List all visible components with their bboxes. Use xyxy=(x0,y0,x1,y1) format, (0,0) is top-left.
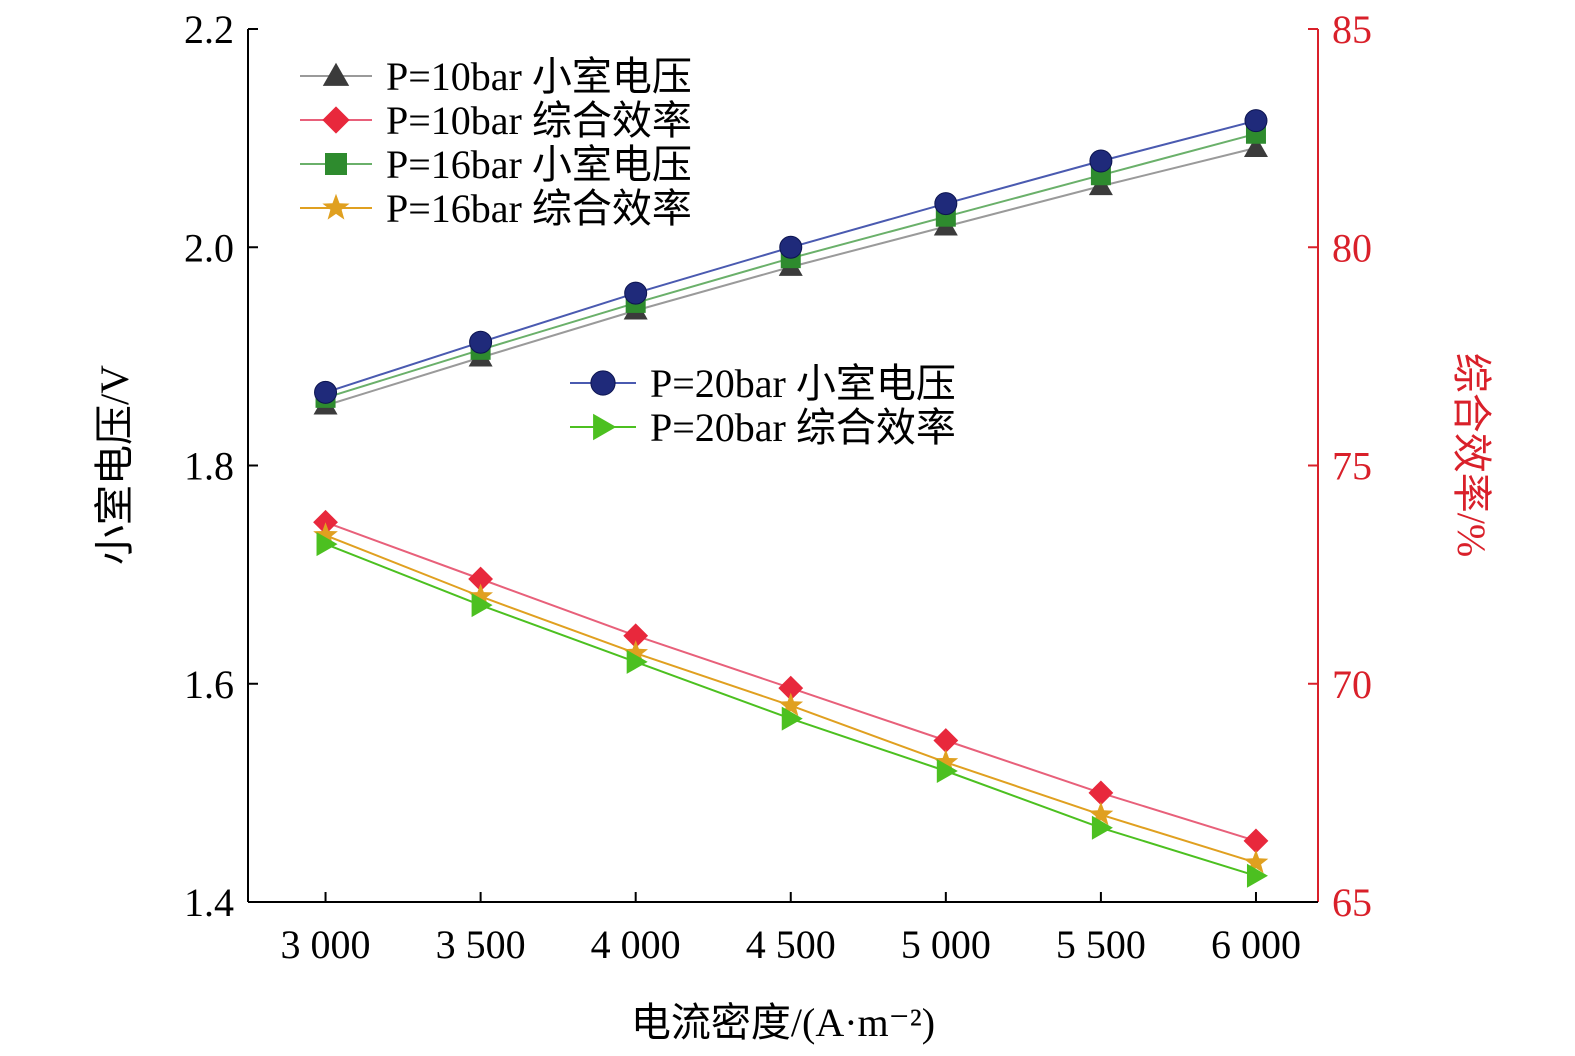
legend-marker xyxy=(322,106,350,134)
data-point xyxy=(468,583,493,607)
right-tick-label: 65 xyxy=(1332,880,1372,925)
x-tick-label: 6 000 xyxy=(1211,922,1301,967)
series-2 xyxy=(313,509,1269,854)
data-point xyxy=(778,675,804,701)
data-point xyxy=(934,192,958,216)
data-point xyxy=(468,566,494,592)
legend-label: P=20bar 综合效率 xyxy=(650,405,956,450)
data-point xyxy=(626,649,648,674)
x-axis-label: 电流密度/(A·m⁻²) xyxy=(631,1000,935,1045)
right-tick-label: 80 xyxy=(1332,225,1372,270)
data-point xyxy=(933,749,959,773)
legend-item: P=16bar 综合效率 xyxy=(300,186,692,231)
legend-label: P=16bar 综合效率 xyxy=(386,186,692,231)
legend-label: P=16bar 小室电压 xyxy=(386,142,692,187)
data-point xyxy=(1243,828,1269,854)
data-point xyxy=(1088,801,1114,826)
legend-item: P=16bar 小室电压 xyxy=(300,142,692,187)
data-point xyxy=(314,380,338,404)
legend-item: P=20bar 小室电压 xyxy=(570,361,956,406)
right-axis-ticks: 65 70 75 80 85 xyxy=(1308,7,1372,925)
data-point xyxy=(1088,780,1114,806)
right-tick-label: 75 xyxy=(1332,444,1372,489)
data-point xyxy=(781,706,803,731)
data-point xyxy=(1243,849,1269,874)
left-tick-label: 2.0 xyxy=(184,225,234,270)
legend-label: P=10bar 小室电压 xyxy=(386,54,692,99)
left-tick-label: 1.8 xyxy=(184,444,234,489)
data-point xyxy=(779,235,803,259)
legend-item: P=20bar 综合效率 xyxy=(570,405,956,450)
data-point xyxy=(1089,149,1113,173)
left-tick-label: 1.6 xyxy=(184,662,234,707)
data-point xyxy=(936,759,958,784)
data-point xyxy=(1243,135,1268,157)
left-axis: 1.4 1.6 1.8 2.0 2.2 小室电压/V xyxy=(92,7,258,925)
left-tick-label: 2.2 xyxy=(184,7,234,52)
right-axis: 65 70 75 80 85 综合效率/% xyxy=(1308,7,1494,925)
legend-marker xyxy=(322,193,350,220)
x-tick-label: 3 500 xyxy=(436,922,526,967)
x-axis: 3 000 3 500 4 000 4 500 5 000 5 500 6 000 电流密度… xyxy=(248,892,1318,1045)
data-point xyxy=(313,509,338,535)
right-tick-label: 70 xyxy=(1332,662,1372,707)
legend-label: P=20bar 小室电压 xyxy=(650,361,956,406)
data-point xyxy=(623,640,648,664)
x-axis-ticks: 3 000 3 500 4 000 4 500 5 000 5 500 6 000 xyxy=(281,892,1301,967)
legend-label: P=10bar 综合效率 xyxy=(386,98,692,143)
right-axis-label: 综合效率/% xyxy=(1449,353,1494,557)
x-tick-label: 5 500 xyxy=(1056,922,1146,967)
series-4 xyxy=(313,522,1269,874)
x-tick-label: 5 000 xyxy=(901,922,991,967)
data-point xyxy=(469,330,493,354)
data-point xyxy=(316,532,338,557)
left-axis-ticks: 1.4 1.6 1.8 2.0 2.2 xyxy=(184,7,258,925)
left-tick-label: 1.4 xyxy=(184,880,234,925)
data-point xyxy=(1244,109,1268,133)
data-point xyxy=(1091,815,1113,840)
data-point xyxy=(624,281,648,305)
data-point xyxy=(313,522,338,546)
left-axis-label: 小室电压/V xyxy=(92,365,137,565)
legend-marker xyxy=(322,62,350,86)
legend-item: P=10bar 综合效率 xyxy=(300,98,692,143)
data-point xyxy=(778,692,804,717)
series-layer xyxy=(313,109,1269,888)
right-tick-label: 85 xyxy=(1332,7,1372,52)
data-point xyxy=(471,593,493,618)
data-point xyxy=(623,623,649,649)
legend-marker xyxy=(590,370,616,396)
legend-marker xyxy=(325,153,347,175)
x-tick-label: 4 000 xyxy=(591,922,681,967)
legend-item: P=10bar 小室电压 xyxy=(300,54,692,99)
series-6 xyxy=(316,532,1268,888)
legend-marker xyxy=(593,413,617,441)
data-point xyxy=(933,728,959,753)
x-tick-label: 3 000 xyxy=(281,922,371,967)
series-5 xyxy=(314,109,1268,404)
data-point xyxy=(1246,863,1268,888)
x-tick-label: 4 500 xyxy=(746,922,836,967)
